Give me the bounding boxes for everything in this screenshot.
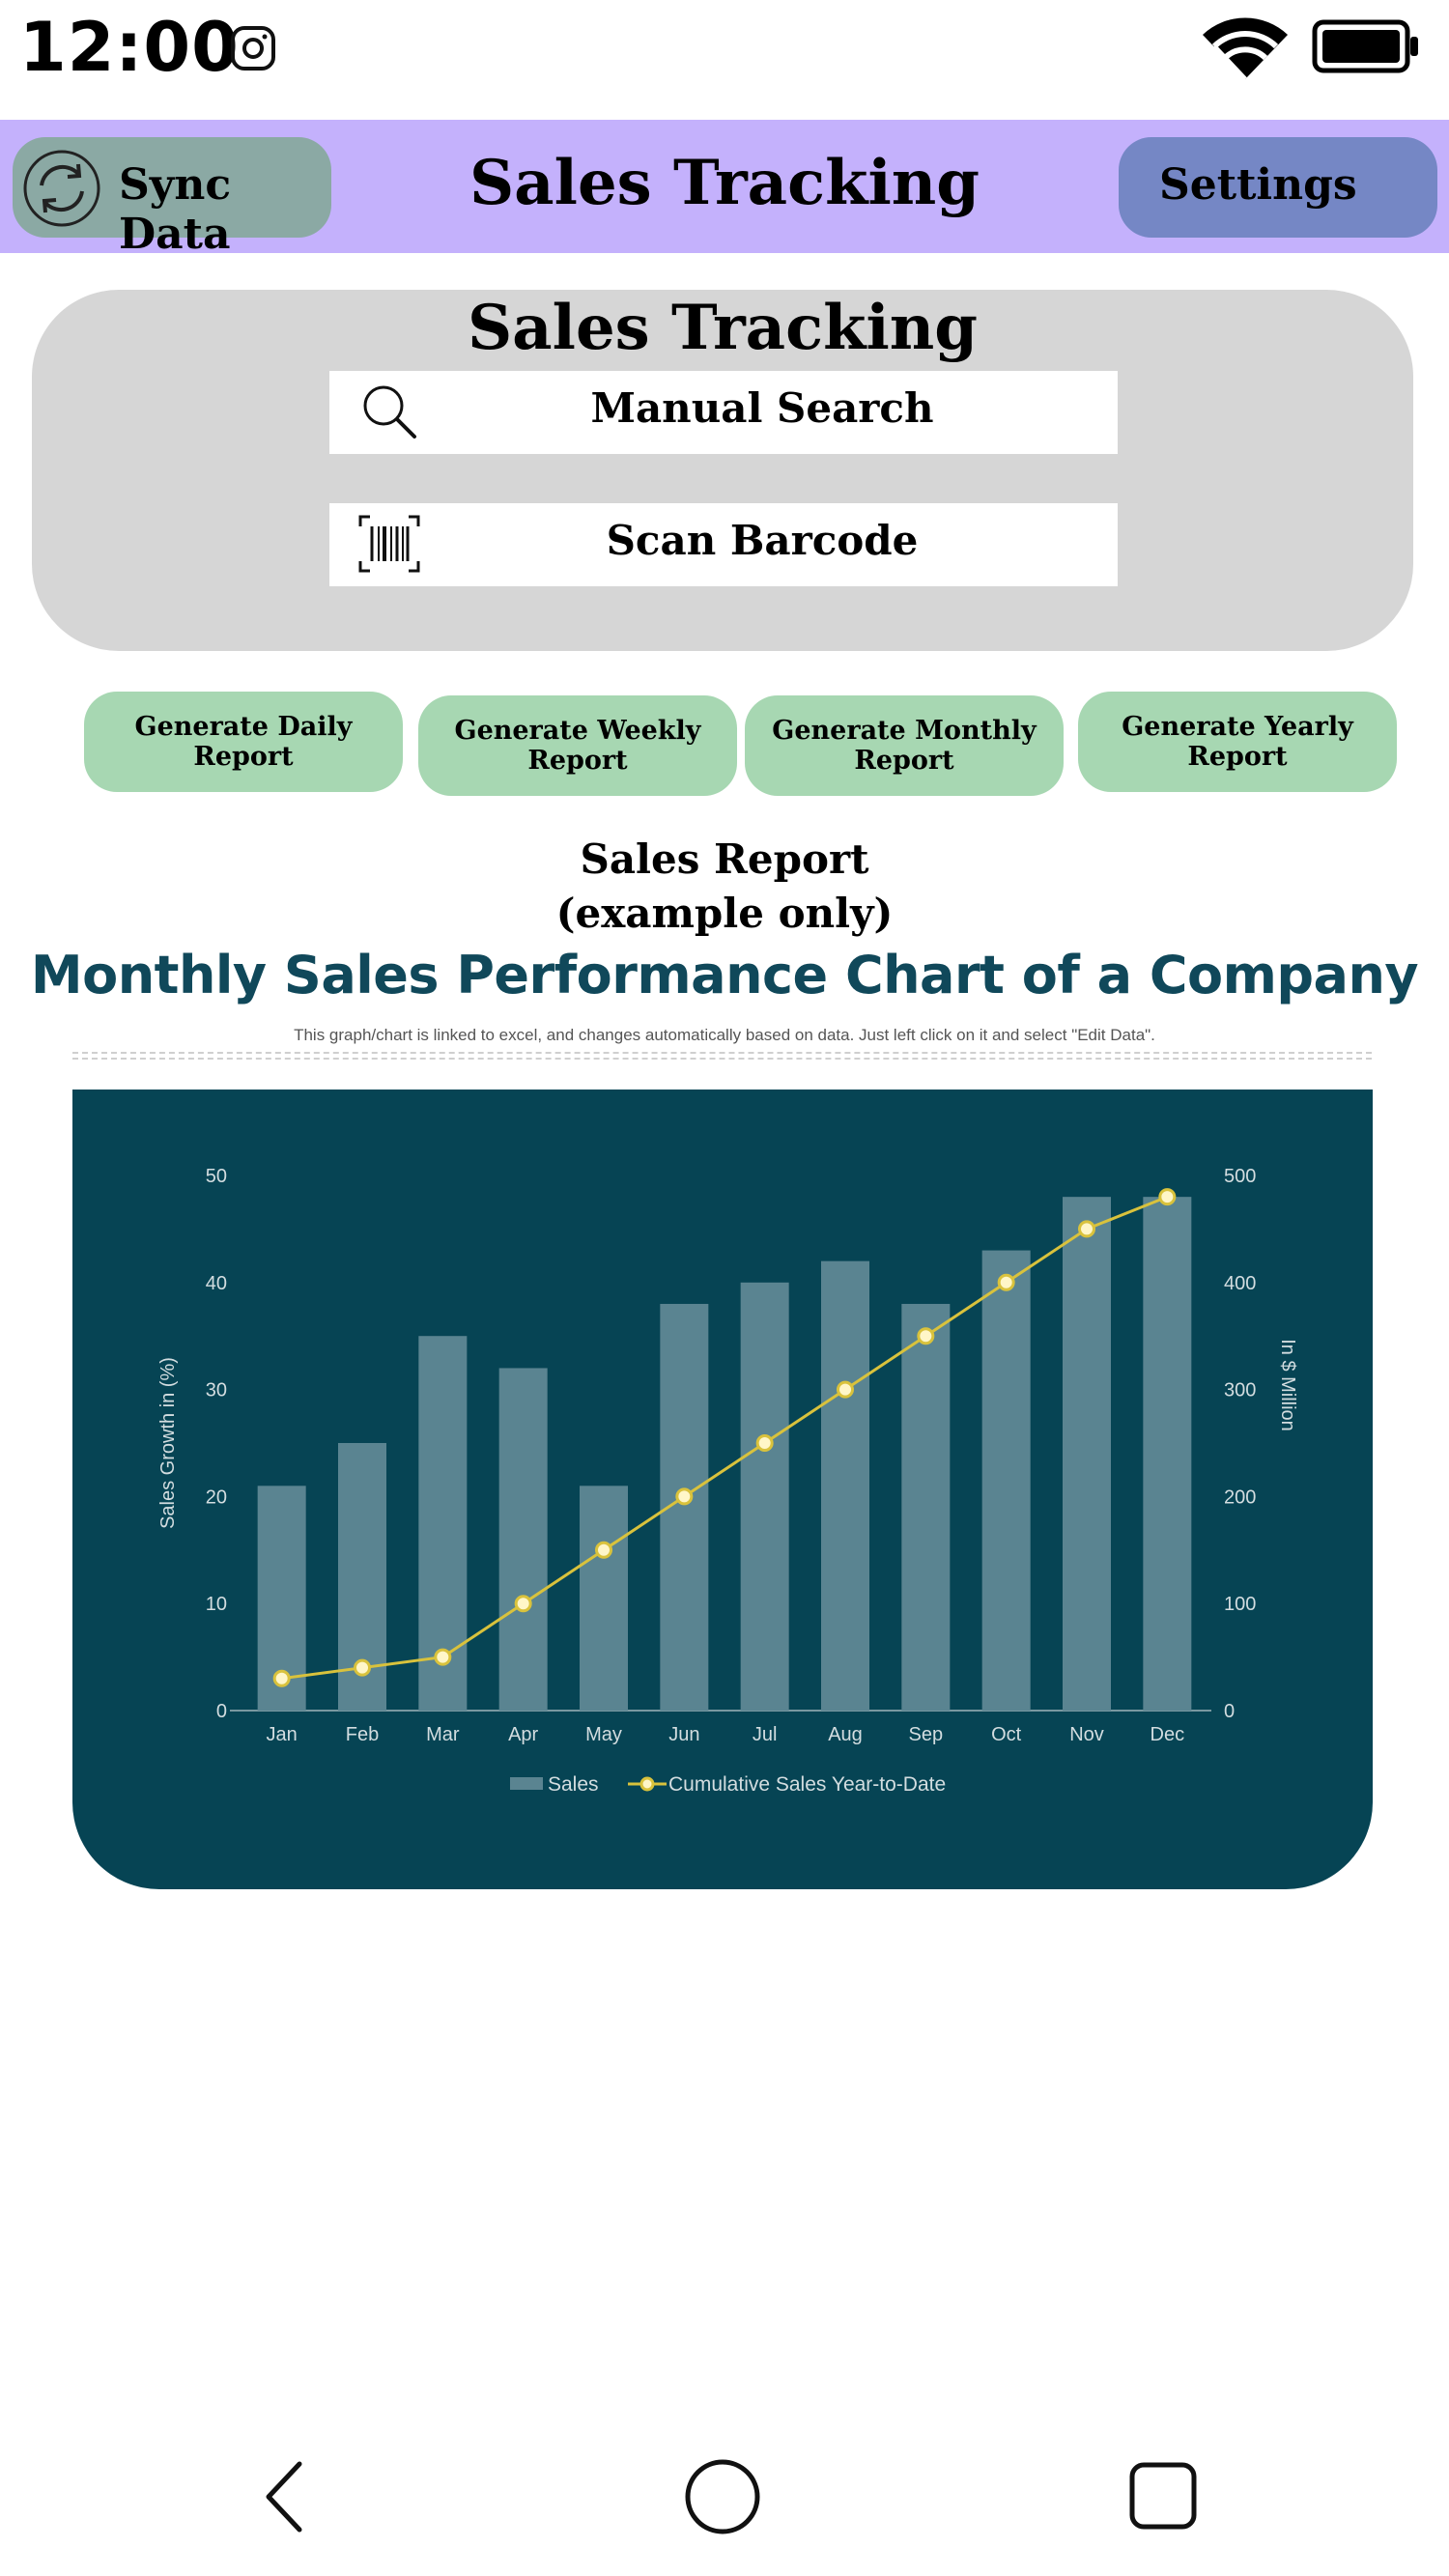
y-tick-label: 30 (206, 1380, 227, 1401)
wifi-icon (1203, 17, 1288, 79)
sales-chart[interactable]: 0 10 20 30 40 50 0 100 200 300 400 500 Sales Growth … (72, 1090, 1373, 1889)
x-tick-label: Feb (346, 1724, 379, 1745)
legend-sales-label: Sales (548, 1773, 599, 1796)
cumulative-point-apr (514, 1595, 532, 1613)
x-tick-label: Oct (991, 1724, 1022, 1745)
battery-icon (1312, 19, 1418, 73)
app-bar: Sync Data Sales Tracking Settings (0, 120, 1449, 259)
x-tick-label: Jul (753, 1724, 778, 1745)
y2-tick-label: 300 (1224, 1380, 1256, 1401)
y2-tick-label: 100 (1224, 1594, 1256, 1615)
sync-data-button[interactable]: Sync Data (13, 137, 331, 259)
bar-aug (821, 1260, 869, 1711)
panel-title: Sales Tracking (467, 292, 979, 364)
generate-daily-report-button[interactable]: Generate Daily Report (84, 692, 403, 792)
chart-subtitle: This graph/chart is linked to excel, and… (294, 1026, 1155, 1044)
status-bar: 12:00 (0, 0, 1449, 120)
back-icon[interactable] (261, 2458, 309, 2535)
chart-title: Monthly Sales Performance Chart of a Com… (30, 945, 1419, 1005)
x-tick-label: Mar (426, 1724, 460, 1745)
y-axis-label: Sales Growth in (%) (157, 1357, 179, 1529)
y2-tick-label: 0 (1224, 1701, 1235, 1722)
y-tick-label: 0 (216, 1701, 227, 1722)
cumulative-point-jul (755, 1434, 774, 1452)
cumulative-point-nov (1078, 1220, 1095, 1238)
chart-divider (72, 1052, 1372, 1060)
bar-oct (981, 1250, 1031, 1711)
generate-yearly-report-button[interactable]: Generate Yearly Report (1078, 692, 1397, 792)
search-panel: Sales Tracking Manual Search Scan Barcod… (32, 290, 1413, 651)
bar-nov (1063, 1197, 1111, 1711)
legend-cumulative-label: Cumulative Sales Year-to-Date (668, 1773, 946, 1796)
bar-dec (1143, 1197, 1192, 1711)
y2-tick-label: 500 (1224, 1166, 1256, 1187)
cumulative-point-aug (837, 1380, 854, 1399)
status-time: 12:00 (19, 8, 240, 87)
bar-apr (498, 1368, 548, 1711)
x-tick-label: Dec (1151, 1724, 1185, 1745)
generate-weekly-report-button[interactable]: Generate Weekly Report (418, 695, 737, 796)
cumulative-point-jan (272, 1669, 291, 1687)
cumulative-sales-line (281, 1195, 1168, 1681)
home-icon[interactable] (684, 2458, 761, 2535)
sales-report-heading: Sales Report (example only) (0, 833, 1449, 941)
y-tick-label: 40 (206, 1273, 227, 1294)
x-tick-label: Jun (668, 1724, 699, 1745)
y-tick-label: 50 (206, 1166, 227, 1187)
search-icon (363, 385, 416, 439)
legend-cumulative-marker (639, 1776, 655, 1792)
sync-icon (23, 150, 100, 227)
sync-data-label: Sync Data (119, 160, 232, 259)
y-tick-label: 10 (206, 1594, 227, 1615)
legend-sales-swatch (510, 1777, 543, 1790)
x-tick-label: Nov (1069, 1724, 1104, 1745)
cumulative-point-feb (354, 1658, 371, 1677)
settings-button[interactable]: Settings (1119, 137, 1437, 238)
bar-may (580, 1486, 628, 1711)
recent-apps-icon[interactable] (1128, 2461, 1198, 2531)
x-tick-label: Jan (267, 1724, 298, 1745)
cumulative-point-oct (997, 1273, 1015, 1291)
scan-barcode-label: Scan Barcode (606, 517, 919, 564)
instagram-icon (231, 26, 275, 71)
cumulative-point-may (595, 1541, 612, 1559)
y2-tick-label: 200 (1224, 1486, 1256, 1508)
x-tick-label: May (585, 1724, 622, 1745)
bar-jul (740, 1282, 789, 1711)
y-tick-label: 20 (206, 1486, 227, 1508)
scan-barcode-button[interactable]: Scan Barcode (329, 503, 1118, 586)
y2-tick-label: 400 (1224, 1273, 1256, 1294)
app-title: Sales Tracking (469, 147, 980, 219)
settings-label: Settings (1159, 160, 1357, 210)
bar-sep (901, 1303, 951, 1711)
barcode-icon (358, 515, 420, 573)
generate-monthly-report-button[interactable]: Generate Monthly Report (745, 695, 1064, 796)
manual-search-label: Manual Search (590, 384, 934, 432)
sales-report-title: Sales Report (580, 835, 869, 883)
x-tick-label: Sep (909, 1724, 944, 1745)
x-tick-label: Apr (508, 1724, 538, 1745)
bar-mar (418, 1336, 468, 1711)
cumulative-point-jun (675, 1487, 694, 1506)
cumulative-point-sep (917, 1327, 935, 1345)
x-tick-label: Aug (828, 1724, 863, 1745)
cumulative-point-mar (434, 1648, 452, 1666)
cumulative-point-dec (1158, 1188, 1177, 1206)
sales-report-note: (example only) (555, 890, 894, 937)
y2-axis-label: In $ Million (1277, 1339, 1298, 1431)
manual-search-button[interactable]: Manual Search (329, 371, 1118, 454)
